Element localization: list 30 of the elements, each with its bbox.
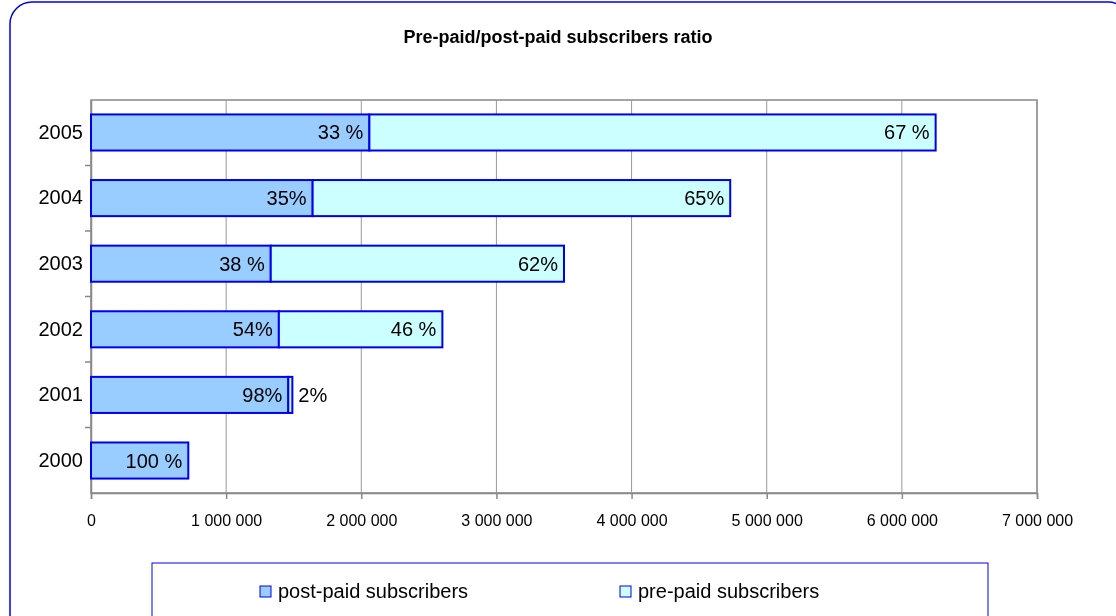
x-tick-label: 4 000 000 — [596, 512, 668, 530]
annotation: 54% — [232, 318, 274, 341]
y-tick-label: 2005 — [38, 120, 83, 143]
x-tick-label: 5 000 000 — [731, 512, 803, 530]
x-tick-label: 2 000 000 — [326, 512, 398, 530]
legend-label: pre-paid subscribers — [638, 580, 820, 602]
x-tick-label: 0 — [87, 512, 97, 530]
annotation: 38 % — [219, 252, 265, 275]
legend-label: post-paid subscribers — [278, 580, 469, 602]
annotation: 2% — [298, 383, 328, 406]
annotation: 46 % — [390, 318, 437, 341]
x-tick-label: 7 000 000 — [1001, 512, 1074, 530]
annotation: 67 % — [884, 121, 930, 144]
y-tick-label: 2004 — [38, 186, 83, 209]
annotation: 62% — [517, 252, 559, 275]
bar — [90, 375, 290, 414]
annotation: 35% — [266, 187, 307, 210]
annotation: 33 % — [317, 121, 364, 144]
annotation: 65% — [684, 187, 725, 210]
y-tick-label: 2003 — [38, 252, 83, 275]
x-tick-label: 3 000 000 — [461, 512, 533, 530]
x-tick-label: 1 000 000 — [191, 512, 263, 530]
annotation: 98% — [242, 383, 283, 406]
annotation: 100 % — [125, 449, 183, 472]
y-tick-label: 2002 — [38, 317, 83, 340]
x-tick-label: 6 000 000 — [866, 512, 939, 530]
bar — [90, 441, 190, 480]
y-tick-label: 2000 — [38, 448, 83, 471]
chart-title: Pre-paid/post-paid subscribers ratio — [403, 27, 713, 47]
y-tick-label: 2001 — [38, 383, 83, 406]
